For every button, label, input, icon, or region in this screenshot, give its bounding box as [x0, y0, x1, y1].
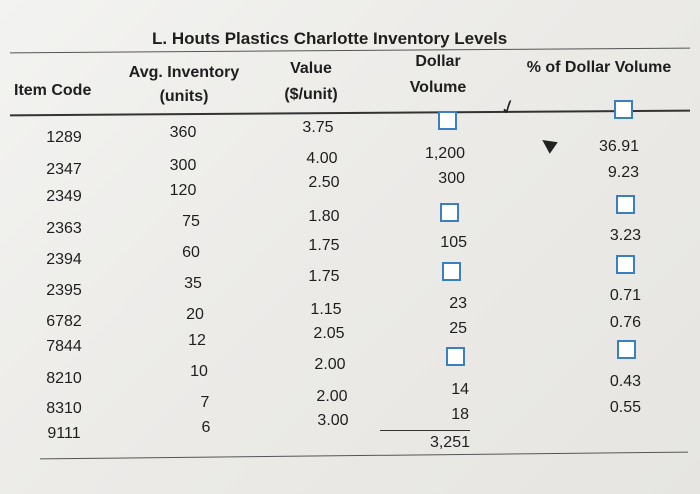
unit-value: 3.00: [317, 412, 349, 429]
avg-inventory: 6: [201, 419, 211, 436]
check-mark-icon: ✓: [497, 94, 520, 122]
avg-inventory: 10: [190, 363, 208, 380]
dollar-volume: 14: [451, 381, 469, 398]
mouse-cursor-icon: [538, 134, 558, 154]
header-dollar: Dollar: [415, 53, 461, 70]
pct-dollar-volume: 9.23: [607, 164, 639, 181]
dollar-volume: 25: [449, 320, 467, 337]
answer-box[interactable]: [446, 347, 465, 366]
header-avg-inventory: Avg. Inventory: [128, 64, 240, 81]
total-rule: [380, 430, 470, 431]
unit-value: 2.05: [313, 325, 345, 342]
header-dollar-volume: Volume: [409, 79, 467, 96]
unit-value: 1.75: [308, 268, 340, 285]
avg-inventory: 20: [186, 306, 204, 323]
unit-value: 3.75: [302, 119, 334, 136]
dollar-volume-total: 3,251: [429, 434, 470, 451]
unit-value: 2.00: [314, 356, 346, 373]
unit-value: 1.80: [308, 208, 340, 225]
header-rule: [10, 109, 690, 117]
unit-value: 2.00: [316, 388, 348, 405]
dollar-volume: 300: [438, 170, 465, 187]
header-value-unit: ($/unit): [284, 86, 338, 103]
item-code: 2395: [46, 282, 82, 299]
avg-inventory: 120: [169, 182, 197, 199]
answer-box[interactable]: [617, 340, 636, 359]
header-avg-inventory-units: (units): [159, 88, 209, 105]
answer-box[interactable]: [616, 255, 635, 274]
item-code: 8310: [46, 400, 82, 417]
pct-dollar-volume: 0.71: [609, 287, 641, 304]
item-code: 7844: [46, 338, 82, 355]
pct-dollar-volume: 36.91: [598, 138, 639, 155]
dollar-volume: 105: [440, 234, 467, 251]
answer-box[interactable]: [616, 195, 635, 214]
avg-inventory: 60: [182, 244, 200, 261]
answer-box[interactable]: [614, 100, 633, 119]
answer-box[interactable]: [438, 111, 457, 130]
item-code: 2349: [46, 188, 82, 205]
item-code: 2347: [46, 161, 82, 178]
pct-dollar-volume: 0.76: [609, 314, 641, 331]
avg-inventory: 75: [182, 213, 200, 230]
pct-dollar-volume: 0.55: [609, 399, 641, 416]
unit-value: 4.00: [306, 150, 338, 167]
avg-inventory: 300: [169, 157, 197, 174]
item-code: 8210: [46, 370, 82, 387]
avg-inventory: 35: [184, 275, 202, 292]
avg-inventory: 7: [200, 394, 210, 411]
header-item-code: Item Code: [14, 82, 92, 99]
pct-dollar-volume: 0.43: [609, 373, 641, 390]
item-code: 6782: [46, 313, 82, 330]
avg-inventory: 12: [188, 332, 206, 349]
unit-value: 2.50: [308, 174, 340, 191]
item-code: 2363: [46, 220, 82, 237]
title-rule: [10, 47, 690, 54]
dollar-volume: 23: [449, 295, 467, 312]
answer-box[interactable]: [440, 203, 459, 222]
header-value: Value: [290, 60, 332, 77]
dollar-volume: 18: [451, 406, 469, 423]
pct-dollar-volume: 3.23: [609, 227, 641, 244]
item-code: 9111: [47, 425, 81, 442]
bottom-rule: [40, 451, 688, 460]
unit-value: 1.75: [308, 237, 340, 254]
answer-box[interactable]: [442, 262, 461, 281]
header-pct-dollar-volume: % of Dollar Volume: [526, 59, 672, 76]
item-code: 1289: [46, 129, 82, 146]
table-title: L. Houts Plastics Charlotte Inventory Le…: [152, 29, 508, 48]
unit-value: 1.15: [310, 301, 342, 318]
avg-inventory: 360: [169, 124, 197, 141]
item-code: 2394: [46, 251, 82, 268]
dollar-volume: 1,200: [424, 145, 465, 162]
